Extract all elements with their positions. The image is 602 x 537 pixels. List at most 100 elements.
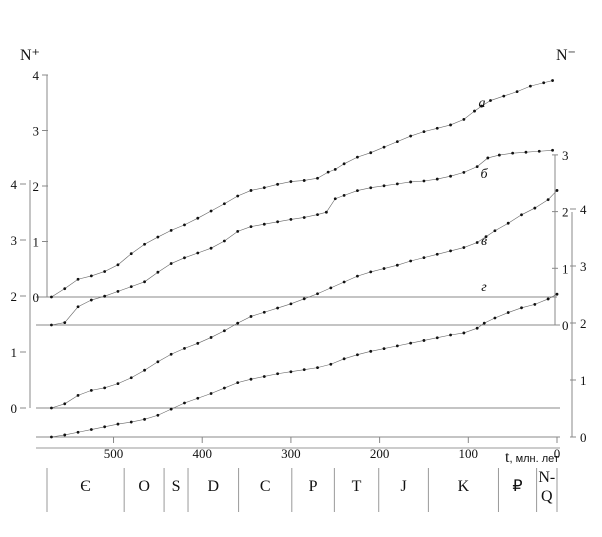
series-3-point [329, 362, 333, 366]
chart-marks: а б в г [50, 79, 559, 439]
series-3-label: г [481, 280, 487, 295]
series-0-point [289, 180, 293, 183]
series-3-point [209, 392, 213, 395]
series-0-point [316, 176, 319, 180]
series-1-point [76, 305, 80, 309]
series-1-point [129, 285, 133, 288]
series-2-point [475, 241, 479, 244]
series-2-point [116, 382, 120, 386]
series-0-point [222, 202, 226, 206]
series-2-point [449, 249, 452, 253]
right-axis-b-tick-label: 1 [562, 261, 569, 276]
period-label: K [458, 478, 470, 495]
series-0-point [183, 223, 186, 227]
period-label: J [400, 478, 406, 495]
series-2-point [50, 406, 53, 410]
series-1-point [103, 294, 107, 298]
series-0-point [249, 189, 253, 192]
left-axis-main-tick-label: 0 [11, 401, 18, 416]
series-0-point [542, 81, 546, 85]
series-3-point [183, 401, 186, 405]
right-axis-main-tick-label: 4 [580, 202, 587, 217]
period-label: T [352, 478, 362, 495]
series-0-point [326, 170, 330, 174]
series-2-point [169, 352, 173, 356]
series-3-point [143, 417, 146, 421]
period-label: O [138, 478, 150, 495]
series-1-point [276, 220, 280, 224]
series-3-point [462, 331, 466, 335]
series-3-point [493, 316, 497, 320]
right-axis-main-tick-label: 1 [580, 373, 587, 388]
series-2-point [262, 310, 266, 314]
x-tick-label: 0 [554, 446, 561, 461]
series-1-point [89, 298, 93, 302]
period-label: P [309, 478, 318, 495]
series-0-point [473, 109, 476, 113]
series-2-point [555, 189, 559, 192]
series-0-point [422, 130, 426, 134]
series-0-point [63, 287, 67, 291]
right-axis-b-tick-label: 3 [562, 148, 569, 163]
series-2-point [76, 394, 80, 397]
series-2-line [51, 190, 558, 409]
series-2-point [546, 198, 550, 202]
period-label: D [208, 478, 220, 495]
left-axis-a-tick-label: 4 [33, 68, 40, 83]
series-0-point [551, 79, 554, 82]
series-2-point [222, 329, 226, 333]
period-label: S [172, 478, 181, 495]
series-1-point [324, 210, 328, 214]
series-3-point [342, 357, 346, 361]
series-3-point [520, 306, 523, 310]
series-2-point [143, 368, 146, 372]
series-2-point [493, 229, 497, 233]
series-1-point [462, 170, 466, 174]
series-1-point [524, 150, 528, 154]
x-axis-unit: , млн. лет [509, 453, 559, 465]
series-3-point [116, 422, 120, 426]
right-axis-b-tick-label: 0 [562, 318, 569, 333]
series-3-point [103, 425, 107, 429]
series-2-point [276, 306, 280, 310]
series-2-point [209, 336, 213, 339]
series-1-point [486, 156, 490, 160]
series-0-point [169, 229, 173, 232]
period-label: N- [538, 469, 555, 486]
series-0-point [333, 167, 337, 171]
right-axis-title: N⁻ [556, 47, 576, 64]
series-2-point [89, 388, 93, 392]
series-3-point [302, 368, 306, 372]
series-0-point [236, 194, 240, 198]
series-1-point [196, 251, 200, 255]
series-0-point [76, 277, 80, 281]
series-2-point [342, 280, 346, 284]
series-3-point [276, 372, 280, 376]
x-tick-label: 400 [192, 446, 212, 461]
series-1-point [169, 262, 173, 265]
series-2-point [356, 274, 359, 278]
series-0-point [382, 145, 386, 149]
series-2-point [183, 346, 186, 350]
series-3-point [76, 430, 80, 434]
left-axis-a-tick-label: 1 [33, 235, 40, 250]
series-1-point [395, 182, 399, 186]
series-2-point [506, 221, 510, 225]
series-0-point [489, 99, 492, 102]
left-axis-main-tick-label: 3 [11, 233, 18, 248]
series-0-point [156, 235, 160, 239]
series-1-point [236, 230, 240, 233]
series-3-point [395, 344, 399, 348]
series-2-point [103, 386, 107, 390]
series-1-point [143, 280, 146, 284]
series-3-point [63, 433, 67, 437]
series-2-point [129, 376, 133, 380]
series-2-point [63, 402, 67, 406]
series-1-label: б [480, 167, 488, 182]
series-0-line [51, 80, 553, 298]
series-3-point [506, 311, 510, 314]
series-3-point [555, 292, 559, 296]
series-0-point [356, 155, 359, 159]
series-2-label: в [481, 234, 487, 249]
series-0-point [276, 182, 280, 186]
